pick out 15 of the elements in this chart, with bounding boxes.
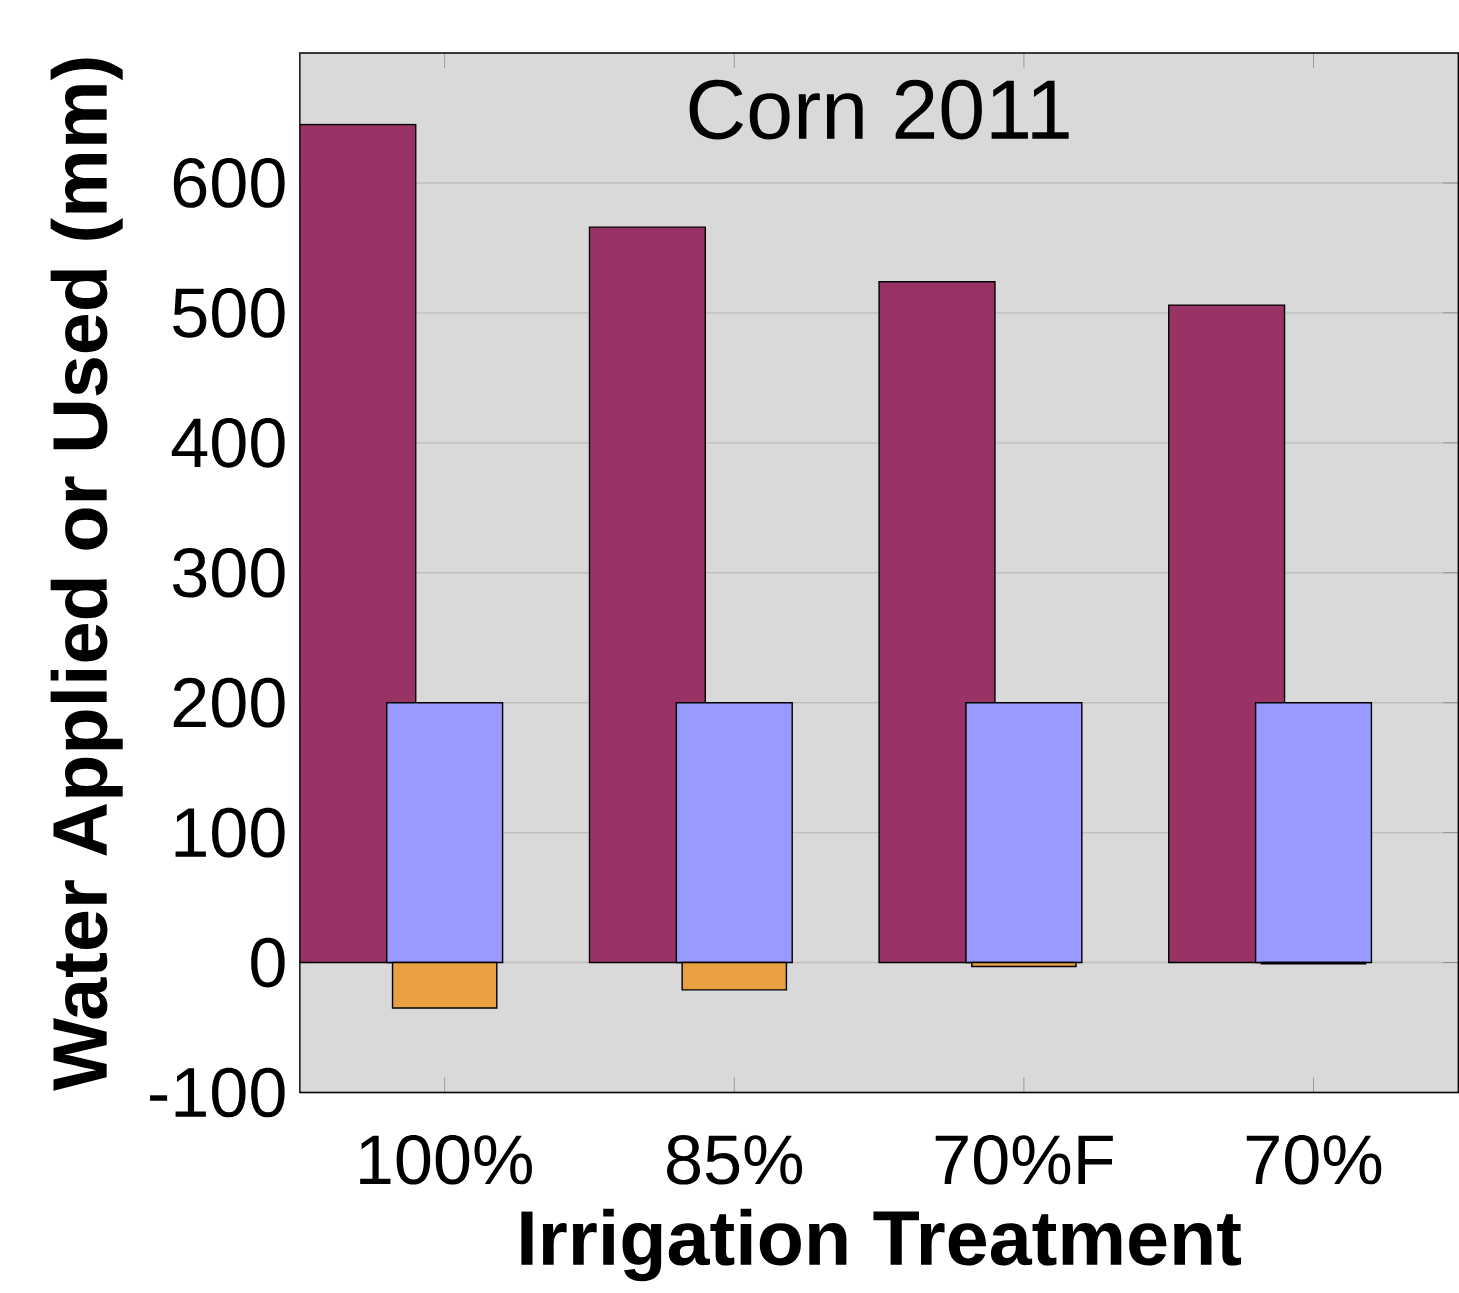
y-tick-label: 200: [173, 677, 285, 728]
chart-title: Corn 2011: [689, 79, 1069, 140]
y-tick-label: 600: [173, 158, 285, 208]
x-tick-label: 70%F: [935, 1135, 1113, 1185]
y-tick-label: 400: [171, 418, 285, 468]
y-tick-label: 100: [175, 807, 285, 858]
x-tick-label: 85%: [667, 1135, 803, 1185]
y-axis-title: Water Applied or Used (mm): [50, 58, 123, 1091]
x-tick-label: 70%: [1246, 1135, 1382, 1185]
y-tick-label: 0: [251, 937, 285, 988]
y-tick-label: 500: [173, 288, 285, 338]
x-tick-label: 100%: [360, 1135, 532, 1185]
x-axis-title: Irrigation Treatment: [521, 1208, 1242, 1282]
y-tick-label: -100: [149, 1067, 285, 1118]
y-tick-label: 300: [172, 547, 285, 598]
